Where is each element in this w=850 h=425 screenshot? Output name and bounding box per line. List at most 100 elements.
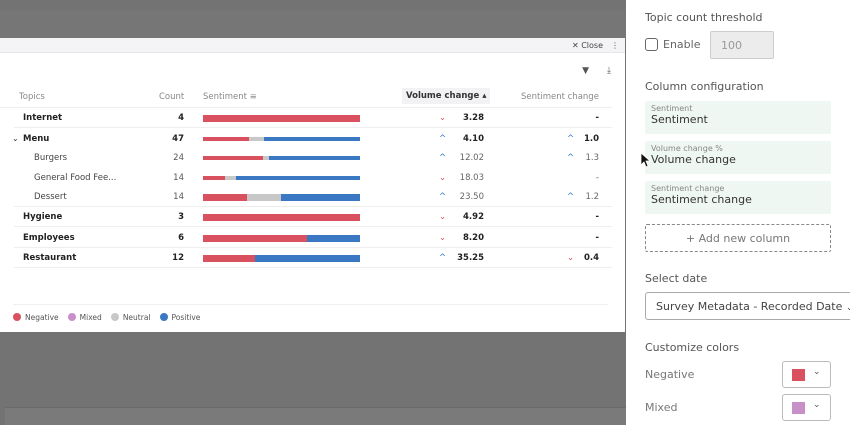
- topic-name[interactable]: Internet: [23, 113, 63, 123]
- topic-name[interactable]: Hygiene: [23, 212, 63, 222]
- close-icon: ✕: [571, 40, 579, 50]
- legend-dot-icon: [110, 313, 119, 321]
- table-row[interactable]: Dessert 14 ^ 23.50 ^ 1.2: [14, 187, 612, 207]
- arrow-down-icon: ⌄: [439, 233, 447, 243]
- download-icon[interactable]: ⤓: [607, 66, 611, 76]
- sentiment-segment-negative: [203, 115, 360, 122]
- volume-change-value: 8.20: [463, 233, 484, 243]
- topic-name[interactable]: Dessert: [34, 192, 67, 202]
- threshold-input[interactable]: 100: [710, 31, 774, 59]
- more-options-icon[interactable]: ⋮: [611, 40, 619, 50]
- volume-change-value: 4.10: [463, 134, 484, 144]
- sentiment-bar: [203, 255, 360, 262]
- volume-direction: ⌄: [439, 113, 446, 123]
- sentiment-segment-negative: [203, 214, 360, 221]
- topic-count: 24: [173, 153, 184, 163]
- sentiment-direction: ^: [567, 153, 574, 163]
- sentiment-segment-negative: [203, 137, 249, 141]
- volume-direction: ⌄: [439, 173, 446, 183]
- topic-count: 4: [178, 113, 184, 123]
- topic-count: 47: [172, 134, 184, 144]
- volume-change-value: 23.50: [459, 192, 484, 202]
- table-row[interactable]: Internet 4 ⌄ 3.28 -: [14, 108, 612, 128]
- sentiment-change-value: 1.2: [585, 192, 599, 202]
- table-row[interactable]: Restaurant 12 ^ 35.25 ⌄ 0.4: [14, 248, 612, 268]
- enable-checkbox[interactable]: [645, 38, 658, 51]
- topic-name[interactable]: Restaurant: [23, 253, 77, 263]
- close-button[interactable]: ✕ Close: [571, 40, 603, 50]
- topic-count: 14: [173, 192, 184, 202]
- topic-name[interactable]: Employees: [23, 233, 75, 243]
- header-count[interactable]: Count: [159, 92, 185, 102]
- arrow-up-icon: ^: [567, 153, 575, 163]
- legend-dot-icon: [67, 313, 76, 321]
- header-topics[interactable]: Topics: [19, 92, 45, 102]
- chevron-down-icon[interactable]: ⌄: [12, 134, 19, 143]
- sentiment-change-value: -: [595, 113, 599, 123]
- sentiment-segment-negative: [203, 176, 225, 180]
- topic-name[interactable]: General Food Fee...: [34, 173, 117, 183]
- sentiment-direction: ^: [567, 192, 574, 202]
- topic-count: 12: [172, 253, 184, 263]
- legend-item-positive[interactable]: Positive: [159, 313, 200, 322]
- arrow-up-icon: ^: [439, 153, 447, 163]
- volume-change-value: 18.03: [459, 173, 484, 183]
- background-card: [5, 407, 626, 425]
- legend-item-mixed[interactable]: Mixed: [67, 313, 102, 322]
- sentiment-bar: [203, 194, 360, 201]
- sentiment-direction: ⌄: [567, 253, 574, 263]
- column-config-sentiment-change[interactable]: Sentiment change Sentiment change: [645, 181, 831, 214]
- sentiment-segment-negative: [203, 194, 247, 201]
- negative-color-picker[interactable]: ⌄: [782, 361, 831, 388]
- table-row[interactable]: Hygiene 3 ⌄ 4.92 -: [14, 207, 612, 227]
- sentiment-change-value: -: [595, 212, 599, 222]
- topic-count: 14: [173, 173, 184, 183]
- volume-direction: ⌄: [439, 233, 446, 243]
- header-volume-change[interactable]: Volume change ▴: [402, 88, 491, 104]
- column-config-sentiment[interactable]: Sentiment Sentiment: [645, 101, 831, 134]
- table-row[interactable]: General Food Fee... 14 ⌄ 18.03 -: [14, 168, 612, 188]
- mixed-color-picker[interactable]: ⌄: [782, 394, 831, 421]
- filter-icon[interactable]: ▼: [582, 66, 590, 76]
- table-row[interactable]: ⌄ Menu 47 ^ 4.10 ^ 1.0: [12, 129, 612, 149]
- sentiment-bar: [203, 137, 360, 141]
- sentiment-segment-negative: [203, 235, 307, 242]
- arrow-down-icon: ⌄: [439, 212, 447, 222]
- legend-dot-icon: [13, 313, 21, 321]
- date-select[interactable]: Survey Metadata - Recorded Date ⌄: [645, 292, 850, 320]
- header-sentiment-change[interactable]: Sentiment change: [521, 92, 599, 102]
- modal-header: ✕ Close ⋮: [0, 38, 625, 53]
- header-sentiment[interactable]: Sentiment ≡: [203, 92, 257, 102]
- table-row[interactable]: Employees 6 ⌄ 8.20 -: [14, 228, 612, 248]
- arrow-up-icon: ^: [439, 134, 447, 144]
- sentiment-bar: [203, 235, 360, 242]
- topic-name[interactable]: Burgers: [34, 153, 68, 163]
- table-widget-modal: ✕ Close ⋮ ▼ ⤓ Topics Count Sentiment ≡ V…: [0, 38, 625, 332]
- sentiment-segment-positive: [268, 156, 360, 160]
- volume-change-value: 3.28: [463, 113, 484, 123]
- table-row[interactable]: Burgers 24 ^ 12.02 ^ 1.3: [14, 148, 612, 168]
- topic-count: 3: [178, 212, 184, 222]
- legend-dot-icon: [159, 313, 168, 321]
- sentiment-segment-positive: [264, 137, 360, 141]
- sort-icon: ≡: [249, 92, 257, 102]
- chevron-down-icon: ⌄: [845, 303, 850, 313]
- sentiment-segment-neutral: [262, 156, 269, 160]
- negative-color-label: Negative: [645, 368, 695, 381]
- volume-change-value: 35.25: [457, 253, 484, 263]
- arrow-down-icon: ⌄: [439, 173, 447, 183]
- sentiment-bar: [203, 156, 360, 160]
- arrow-up-icon: ^: [567, 134, 575, 144]
- column-config-volume-change[interactable]: Volume change % Volume change: [645, 141, 831, 174]
- background-header: [0, 10, 626, 38]
- sentiment-segment-positive: [254, 255, 360, 262]
- sentiment-segment-positive: [281, 194, 360, 201]
- color-swatch: [792, 402, 805, 414]
- add-column-button[interactable]: + Add new column: [645, 224, 831, 252]
- sentiment-change-value: 1.0: [583, 134, 599, 144]
- sentiment-segment-negative: [203, 255, 255, 262]
- volume-change-value: 4.92: [463, 212, 484, 222]
- legend-item-neutral[interactable]: Neutral: [110, 313, 151, 322]
- legend-item-negative[interactable]: Negative: [13, 313, 59, 322]
- topic-name[interactable]: Menu: [23, 134, 50, 144]
